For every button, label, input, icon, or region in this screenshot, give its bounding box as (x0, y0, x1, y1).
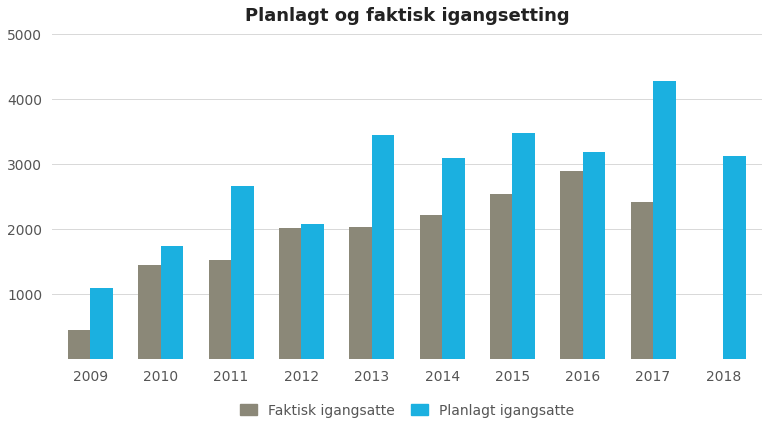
Bar (91, 289, 113, 359)
Bar (512, 134, 535, 359)
Bar (301, 224, 324, 359)
Bar (631, 203, 653, 359)
Bar (161, 246, 183, 359)
Bar (349, 227, 371, 359)
Bar (138, 265, 161, 359)
Bar (279, 228, 301, 359)
Bar (442, 159, 464, 359)
Bar (231, 187, 254, 359)
Bar (653, 82, 675, 359)
Title: Planlagt og faktisk igangsetting: Planlagt og faktisk igangsetting (245, 7, 569, 25)
Bar (371, 135, 394, 359)
Bar (724, 157, 746, 359)
Bar (420, 215, 442, 359)
Bar (490, 194, 512, 359)
Bar (583, 153, 605, 359)
Legend: Faktisk igangsatte, Planlagt igangsatte: Faktisk igangsatte, Planlagt igangsatte (240, 403, 574, 417)
Bar (68, 330, 91, 359)
Bar (208, 261, 231, 359)
Bar (561, 172, 583, 359)
